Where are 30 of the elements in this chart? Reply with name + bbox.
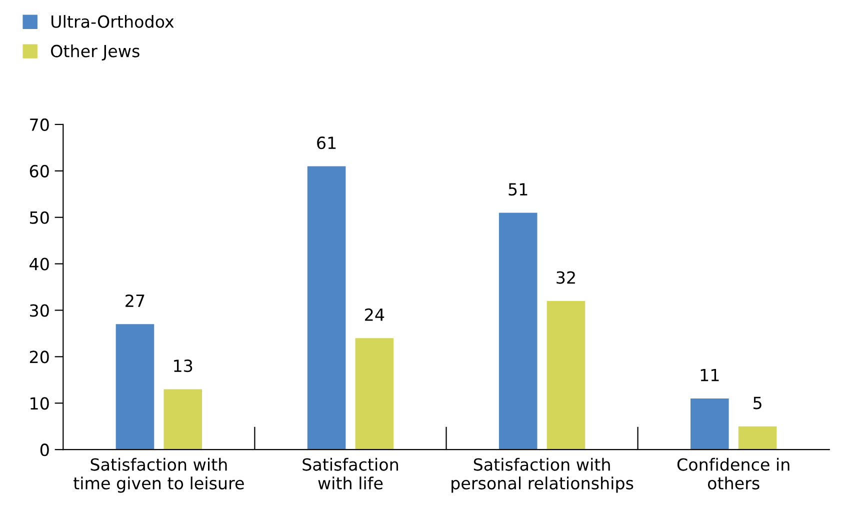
bar <box>498 212 538 450</box>
data-label: 24 <box>365 308 384 321</box>
x-tick-label: Satisfaction with personal relationships <box>452 458 634 493</box>
bar <box>164 389 202 450</box>
y-tick-label: 0 <box>40 444 49 456</box>
data-label: 5 <box>754 396 762 410</box>
y-tick-label: 30 <box>30 304 49 317</box>
y-tick-label: 20 <box>30 350 49 364</box>
y-tick-label: 10 <box>30 397 49 410</box>
bar <box>307 166 346 450</box>
legend-label: Other Jews <box>51 44 140 60</box>
y-tick-label: 40 <box>30 258 49 270</box>
x-tick-label: Confidence in others <box>677 458 790 490</box>
data-label: 11 <box>700 368 719 382</box>
y-tick-label: 70 <box>30 118 49 132</box>
bar <box>355 338 394 450</box>
y-tick-label: 60 <box>30 164 49 178</box>
x-tick-label: Satisfaction with life <box>302 458 398 490</box>
data-label: 27 <box>126 294 144 307</box>
bar <box>546 300 586 450</box>
data-label: 32 <box>556 271 575 284</box>
data-label: 51 <box>508 183 528 196</box>
bar <box>116 324 154 450</box>
data-label: 13 <box>174 359 192 372</box>
y-tick-label: 50 <box>30 211 49 224</box>
data-label: 61 <box>317 136 336 150</box>
legend-label: Ultra-Orthodox <box>52 15 174 28</box>
x-tick-label: Satisfaction with time given to leisure <box>74 458 244 493</box>
bar <box>690 398 729 450</box>
bar <box>738 426 777 450</box>
